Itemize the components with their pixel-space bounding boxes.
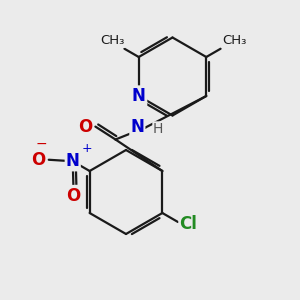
Text: CH₃: CH₃ [100,34,124,47]
Text: −: − [35,137,47,151]
Text: O: O [66,187,80,205]
Text: +: + [82,142,92,155]
Text: O: O [32,151,46,169]
Text: N: N [130,118,144,136]
Text: N: N [66,152,80,170]
Text: H: H [153,122,164,136]
Text: O: O [78,118,92,136]
Text: Cl: Cl [179,214,197,232]
Text: N: N [132,87,146,105]
Text: CH₃: CH₃ [222,34,246,47]
